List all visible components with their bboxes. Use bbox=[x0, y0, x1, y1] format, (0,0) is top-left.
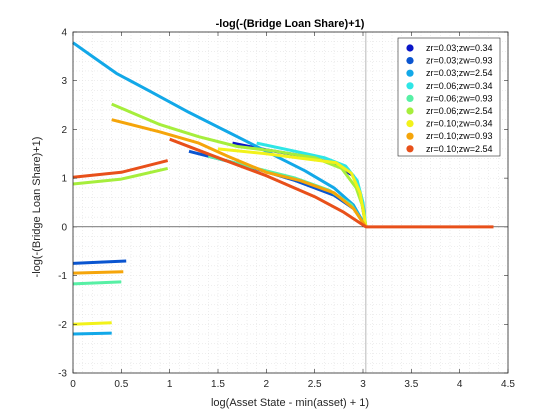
series-2 bbox=[72, 149, 368, 265]
x-tick-label: 0 bbox=[70, 379, 76, 390]
legend-marker bbox=[406, 107, 414, 115]
legend-label: zr=0.10;zw=0.93 bbox=[426, 131, 493, 141]
legend-marker bbox=[406, 94, 414, 102]
axes: 0 0.5 1 1.5 2 2.5 3 3.5 4 4.5 -3 -2 -1 0 1 2 3 4 bbox=[58, 28, 515, 391]
legend-marker bbox=[406, 57, 414, 65]
plot-series bbox=[72, 41, 494, 336]
series-3 bbox=[72, 41, 368, 336]
legend-label: zr=0.10;zw=2.54 bbox=[426, 144, 493, 154]
x-tick-label: 0.5 bbox=[114, 379, 128, 390]
series-line bbox=[72, 259, 127, 265]
x-tick-label: 2 bbox=[264, 379, 270, 390]
legend: zr=0.03;zw=0.34 zr=0.03;zw=0.93 zr=0.03;zw… bbox=[397, 37, 501, 157]
y-axis-label: -log(-(Bridge Loan Share)+1) bbox=[31, 137, 43, 278]
legend-label: zr=0.06;zw=0.93 bbox=[426, 93, 493, 103]
legend-entry: zr=0.10;zw=2.54 bbox=[406, 144, 493, 154]
series-line bbox=[72, 166, 169, 186]
legend-entry: zr=0.03;zw=0.93 bbox=[406, 56, 493, 66]
series-line bbox=[72, 159, 169, 179]
legend-entry: zr=0.06;zw=0.34 bbox=[406, 81, 493, 91]
x-tick-label: 4.5 bbox=[501, 379, 515, 390]
x-tick-label: 3 bbox=[360, 379, 366, 390]
chart-title: -log(-(Bridge Loan Share)+1) bbox=[216, 18, 365, 30]
legend-entry: zr=0.10;zw=0.93 bbox=[406, 131, 493, 141]
x-tick-label: 3.5 bbox=[404, 379, 418, 390]
series-line bbox=[72, 331, 112, 336]
x-tick-label: 1.5 bbox=[211, 379, 225, 390]
legend-marker bbox=[406, 120, 414, 128]
series-line bbox=[217, 147, 368, 228]
series-line bbox=[72, 321, 112, 326]
series-line bbox=[72, 41, 368, 228]
legend-entry: zr=0.03;zw=0.34 bbox=[406, 43, 493, 53]
legend-label: zr=0.06;zw=2.54 bbox=[426, 106, 493, 116]
series-line bbox=[72, 270, 124, 275]
legend-marker bbox=[406, 145, 414, 153]
legend-label: zr=0.03;zw=2.54 bbox=[426, 68, 493, 78]
series-line bbox=[169, 137, 494, 229]
series-7 bbox=[72, 147, 368, 326]
legend-marker bbox=[406, 82, 414, 90]
x-axis-label: log(Asset State - min(asset) + 1) bbox=[211, 397, 369, 409]
y-tick-label: 3 bbox=[61, 76, 67, 87]
x-tick-label: 2.5 bbox=[308, 379, 322, 390]
legend-marker bbox=[406, 44, 414, 52]
y-tick-label: -2 bbox=[58, 320, 67, 331]
y-tick-label: -3 bbox=[58, 369, 67, 380]
legend-label: zr=0.10;zw=0.34 bbox=[426, 119, 493, 129]
legend-label: zr=0.03;zw=0.93 bbox=[426, 56, 493, 66]
legend-marker bbox=[406, 69, 414, 77]
y-tick-label: 4 bbox=[61, 28, 67, 39]
series-5 bbox=[72, 154, 368, 286]
legend-label: zr=0.03;zw=0.34 bbox=[426, 43, 493, 53]
legend-entry: zr=0.06;zw=0.93 bbox=[406, 93, 493, 103]
series-8 bbox=[72, 118, 368, 275]
series-line bbox=[72, 280, 122, 286]
y-tick-label: 1 bbox=[61, 174, 67, 185]
y-tick-label: 0 bbox=[61, 222, 67, 233]
x-tick-label: 4 bbox=[457, 379, 463, 390]
legend-box bbox=[397, 37, 501, 157]
legend-entry: zr=0.03;zw=2.54 bbox=[406, 68, 493, 78]
legend-entry: zr=0.06;zw=2.54 bbox=[406, 106, 493, 116]
legend-label: zr=0.06;zw=0.34 bbox=[426, 81, 493, 91]
series-9 bbox=[72, 137, 494, 229]
legend-marker bbox=[406, 132, 414, 140]
legend-entry: zr=0.10;zw=0.34 bbox=[406, 119, 493, 129]
y-tick-label: -1 bbox=[58, 271, 67, 282]
y-tick-label: 2 bbox=[61, 125, 67, 136]
axes-box bbox=[72, 31, 509, 374]
series-line bbox=[111, 118, 368, 228]
x-tick-label: 1 bbox=[167, 379, 173, 390]
